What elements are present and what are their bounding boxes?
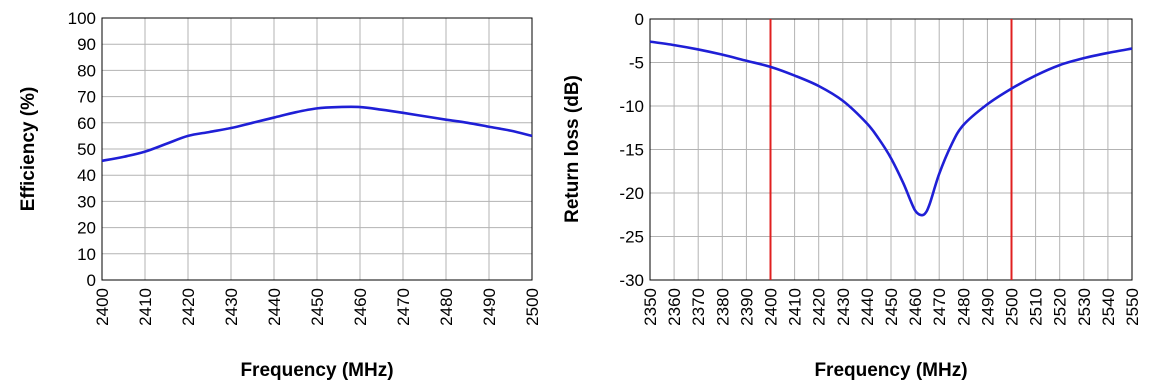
y-tick-label: -5 (629, 54, 644, 73)
y-tick-label: 100 (68, 9, 96, 28)
x-tick-label: 2480 (954, 288, 973, 326)
x-tick-label: 2440 (858, 288, 877, 326)
x-tick-label: 2460 (351, 288, 370, 326)
y-tick-label: -15 (619, 141, 644, 160)
x-tick-label: 2460 (906, 288, 925, 326)
x-axis-title: Frequency (MHz) (814, 360, 967, 381)
x-tick-label: 2430 (834, 288, 853, 326)
y-tick-label: 20 (77, 219, 96, 238)
series-line (649, 40, 1133, 217)
x-tick-label: 2420 (810, 288, 829, 326)
x-tick-label: 2420 (179, 288, 198, 326)
y-tick-label: 80 (77, 61, 96, 80)
y-tick-label: 60 (77, 114, 96, 133)
y-axis-title: Return loss (dB) (562, 75, 583, 223)
y-tick-label: 0 (635, 10, 644, 29)
x-tick-label: 2430 (222, 288, 241, 326)
efficiency-chart: 0 10 20 30 40 50 60 70 80 90 100 2400 2410 2420 2430 24… (18, 9, 542, 381)
x-tick-label: 2370 (689, 288, 708, 326)
x-tick-label: 2490 (978, 288, 997, 326)
return-loss-chart: -30 -25 -20 -15 -10 -5 0 2350 2360 2370 2380 2390 24… (562, 10, 1142, 381)
x-tick-label: 2350 (641, 288, 660, 326)
x-tick-label: 2390 (737, 288, 756, 326)
x-tick-label: 2400 (93, 288, 112, 326)
y-tick-label: -10 (619, 97, 644, 116)
y-tick-label: -25 (619, 228, 644, 247)
x-tick-label: 2440 (265, 288, 284, 326)
y-tick-label: 10 (77, 245, 96, 264)
series-line (101, 105, 533, 163)
y-tick-label: -20 (619, 184, 644, 203)
x-tick-label: 2410 (786, 288, 805, 326)
y-tick-label: 50 (77, 140, 96, 159)
x-tick-label: 2410 (136, 288, 155, 326)
y-tick-label: 90 (77, 35, 96, 54)
x-tick-label: 2450 (308, 288, 327, 326)
y-tick-label: -30 (619, 271, 644, 290)
x-tick-label: 2540 (1099, 288, 1118, 326)
x-tick-label: 2530 (1075, 288, 1094, 326)
x-axis-title: Frequency (MHz) (240, 360, 393, 381)
x-tick-label: 2510 (1027, 288, 1046, 326)
x-tick-label: 2500 (1003, 288, 1022, 326)
x-tick-label: 2520 (1051, 288, 1070, 326)
y-tick-label: 70 (77, 88, 96, 107)
x-tick-label: 2360 (665, 288, 684, 326)
y-tick-label: 30 (77, 192, 96, 211)
y-tick-label: 40 (77, 166, 96, 185)
x-tick-label: 2500 (523, 288, 542, 326)
x-tick-label: 2400 (762, 288, 781, 326)
x-tick-label: 2380 (713, 288, 732, 326)
x-tick-label: 2550 (1123, 288, 1142, 326)
y-tick-label: 0 (87, 271, 96, 290)
y-axis-title: Efficiency (%) (18, 87, 39, 212)
plot-area-frame (649, 18, 1133, 281)
x-tick-label: 2490 (480, 288, 499, 326)
x-tick-label: 2470 (394, 288, 413, 326)
x-tick-label: 2480 (437, 288, 456, 326)
plot-area-frame (101, 17, 533, 281)
x-tick-label: 2470 (930, 288, 949, 326)
x-tick-label: 2450 (882, 288, 901, 326)
